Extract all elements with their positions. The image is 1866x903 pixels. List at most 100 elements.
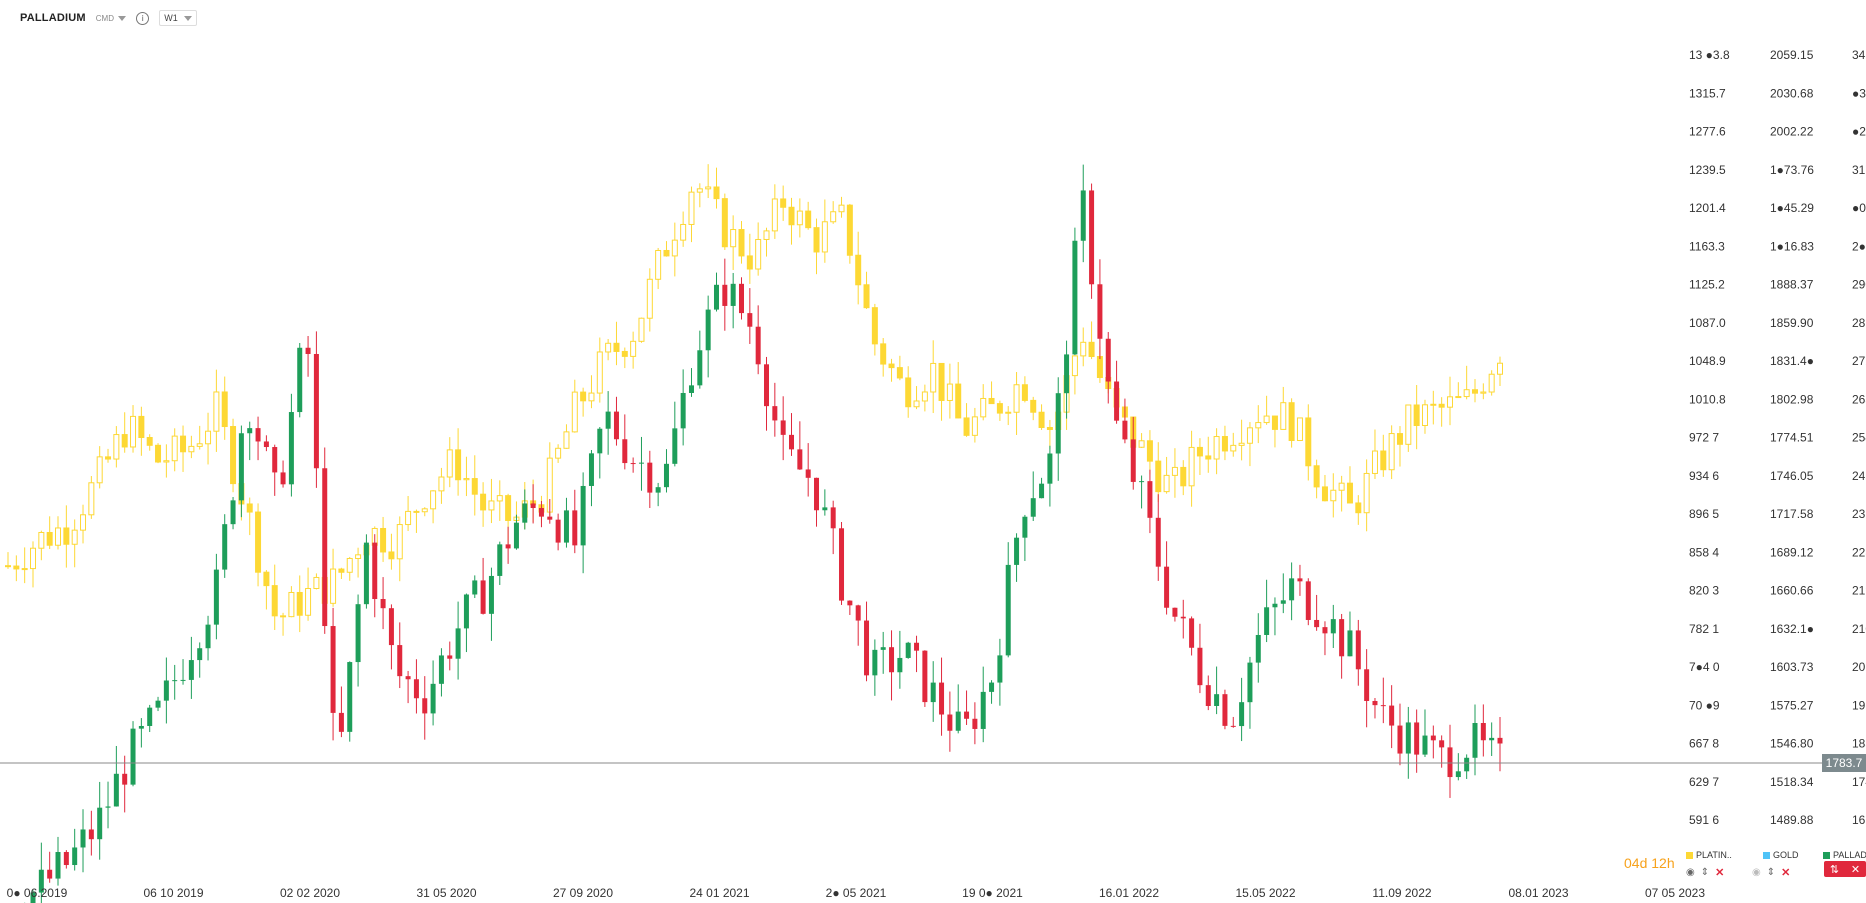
- palladium-candle: [1039, 477, 1045, 499]
- platinum-body: [46, 531, 53, 546]
- eye-icon[interactable]: ◉: [1752, 867, 1761, 878]
- platinum-candle: [171, 428, 178, 472]
- palladium-controls[interactable]: ⇅ ✕: [1824, 861, 1866, 877]
- platinum-candle: [1396, 426, 1403, 467]
- palladium-body: [88, 829, 94, 840]
- sort-icon[interactable]: ⇅: [1829, 862, 1840, 876]
- platinum-body: [171, 435, 178, 462]
- palladium-body: [897, 657, 903, 673]
- palladium-body: [613, 411, 619, 440]
- eye-icon[interactable]: ◉: [1686, 867, 1695, 878]
- palladium-body: [1305, 581, 1311, 620]
- palladium-candle: [372, 534, 378, 618]
- platinum-candle: [896, 355, 903, 381]
- platinum-body: [963, 417, 970, 436]
- palladium-body: [188, 660, 194, 680]
- palladium-body: [1414, 722, 1420, 755]
- palladium-candle: [1022, 514, 1028, 561]
- symbol-name[interactable]: PALLADIUM: [20, 12, 86, 24]
- palladium-candle: [30, 890, 36, 903]
- platinum-candle: [621, 347, 628, 369]
- platinum-body: [1180, 466, 1187, 487]
- palladium-candle: [205, 615, 211, 661]
- platinum-candle: [555, 444, 562, 463]
- palladium-body: [1197, 647, 1203, 686]
- info-icon[interactable]: i: [136, 11, 150, 25]
- palladium-candle: [1430, 725, 1436, 759]
- platinum-body: [30, 547, 37, 570]
- sort-icon[interactable]: ⇕: [1766, 867, 1776, 878]
- platinum-body: [1288, 402, 1295, 441]
- palladium-body: [505, 544, 511, 549]
- palladium-candle: [105, 781, 111, 829]
- palladium-body: [105, 806, 111, 808]
- palladium-candle: [272, 444, 278, 496]
- palladium-body: [688, 385, 694, 393]
- palladium-candle: [330, 607, 336, 741]
- palladium-candle: [413, 659, 419, 714]
- platinum-body: [163, 460, 170, 463]
- platinum-body: [638, 317, 645, 342]
- platinum-candle: [1155, 442, 1162, 502]
- palladium-candle: [463, 593, 469, 653]
- legend-palladium[interactable]: PALLAD..: [1823, 850, 1866, 860]
- palladium-candle: [80, 809, 86, 873]
- platinum-body: [380, 527, 387, 553]
- palladium-candle: [1222, 689, 1228, 730]
- palladium-body: [130, 728, 136, 785]
- y-tick-label: ●259.2: [1852, 125, 1866, 139]
- palladium-body: [38, 869, 44, 893]
- palladium-body: [380, 599, 386, 609]
- palladium-body: [947, 714, 953, 731]
- palladium-body: [1380, 705, 1386, 707]
- palladium-body: [672, 428, 678, 464]
- palladium-body: [1089, 190, 1095, 285]
- palladium-candle: [1139, 475, 1145, 509]
- platinum-candle: [446, 437, 453, 488]
- platinum-candle: [630, 331, 637, 369]
- platinum-body: [738, 229, 745, 257]
- platinum-body: [1255, 422, 1262, 429]
- y-tick-label: 1575.27: [1770, 698, 1814, 712]
- x-tick-label: 31 05 2020: [416, 886, 476, 900]
- sort-icon[interactable]: ⇕: [1700, 867, 1710, 878]
- palladium-body: [1480, 723, 1486, 741]
- palladium-candle: [1097, 259, 1103, 360]
- close-icon[interactable]: ✕: [1850, 862, 1861, 876]
- platinum-body: [505, 495, 512, 521]
- legend-label: GOLD: [1773, 850, 1799, 860]
- platinum-body: [1413, 404, 1420, 427]
- legend-platinum[interactable]: PLATIN..: [1686, 850, 1732, 860]
- close-icon[interactable]: ✕: [1781, 867, 1791, 879]
- palladium-body: [222, 524, 228, 570]
- palladium-body: [372, 542, 378, 600]
- palladium-body: [955, 711, 961, 731]
- platinum-candle: [846, 203, 853, 264]
- palladium-candle: [1164, 541, 1170, 615]
- platinum-body: [1405, 404, 1412, 445]
- platinum-candle: [296, 575, 303, 633]
- platinum-candle: [688, 186, 695, 243]
- platinum-body: [1071, 355, 1078, 377]
- palladium-body: [1472, 723, 1478, 758]
- palladium-body: [780, 420, 786, 435]
- platinum-body: [488, 500, 495, 511]
- close-icon[interactable]: ✕: [1715, 867, 1725, 879]
- y-tick-label: 1774.51: [1770, 431, 1814, 445]
- legend-gold[interactable]: GOLD: [1763, 850, 1799, 860]
- y-tick-label: 1201.4: [1689, 201, 1726, 215]
- platinum-candle: [1463, 365, 1470, 400]
- platinum-candle: [1346, 466, 1353, 504]
- palladium-candle: [1330, 604, 1336, 648]
- platinum-body: [130, 415, 137, 448]
- palladium-body: [1497, 737, 1503, 744]
- palladium-body: [647, 462, 653, 493]
- x-tick-label: 2● 05 2021: [826, 886, 887, 900]
- platinum-body: [713, 186, 720, 200]
- platinum-candle: [496, 480, 503, 521]
- instrument-type-dropdown[interactable]: CMD: [96, 14, 127, 23]
- platinum-candle: [763, 227, 770, 257]
- timeframe-select[interactable]: W1: [159, 10, 197, 26]
- x-tick-label: 16.01 2022: [1099, 886, 1159, 900]
